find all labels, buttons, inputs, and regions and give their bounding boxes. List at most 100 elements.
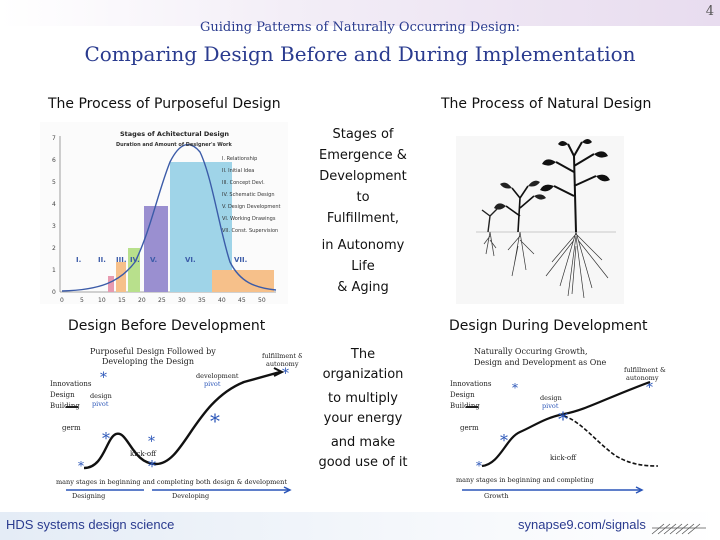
top-banner [0,0,720,26]
asterisk-icon: * [512,381,518,395]
stage-label: VII. [234,256,247,264]
asterisk-icon: * [558,407,568,431]
footer-bar [0,512,720,540]
sketch-title-line1: Naturally Occuring Growth, [474,347,588,356]
design-pivot-label: design [540,394,562,402]
y-tick: 0 [52,289,56,296]
growth-curve [481,380,651,468]
y-tick: 2 [52,245,56,252]
stage-label: I. [76,256,81,264]
x-tick: 10 [98,297,106,304]
asterisk-icon: * [476,459,482,473]
stages-chart-title: Stages of Achitectural Design [120,130,229,138]
x-tick: 25 [158,297,166,304]
x-tick: 35 [198,297,206,304]
legend-item: I. Relationship [222,156,257,162]
left-column-heading: The Process of Purposeful Design [48,96,281,112]
design-label: Design [450,391,475,399]
design-label: Design [50,391,75,399]
middle-line: to [356,190,370,205]
stages-note: many stages in beginning and completing [456,476,594,484]
plant-growth-image [456,136,624,304]
middle-line: to multiply [328,391,398,406]
innovations-label: Innovations [50,380,92,388]
dev-pivot-label2: pivot [204,380,221,388]
asterisk-icon: * [282,366,289,382]
footer-link[interactable]: synapse9.com/signals [518,517,646,532]
developing-label: Developing [172,492,209,500]
asterisk-icon: * [100,370,107,386]
x-tick: 50 [258,297,266,304]
innovations-label: Innovations [450,380,492,388]
building-label: Building [50,402,80,410]
x-tick: 30 [178,297,186,304]
middle-text-bottom: The organization to multiply your energy… [310,345,416,473]
middle-line: Emergence & [319,148,407,163]
middle-line: Fulfillment, [326,211,400,226]
kickoff-label: kick-off [550,454,577,462]
stages-chart-image: 0 1 2 3 4 5 6 7 Stages of Achitectural D… [40,122,288,304]
middle-line: & Aging [337,280,389,295]
middle-line: The [350,347,376,362]
stage-bar [116,262,126,292]
middle-text-top: Stages of Emergence & Development to Ful… [310,124,416,229]
building-label: Building [450,402,480,410]
sketch-title-line2: Design and Development as One [474,358,606,367]
middle-line: organization [322,367,404,382]
legend-item: II. Initial Idea [222,168,254,174]
work-curve [61,143,277,292]
natural-design-sketch: Naturally Occuring Growth, Design and De… [446,342,682,504]
stage-label: II. [98,256,106,264]
right-caption: Design During Development [449,318,648,334]
middle-line: in Autonomy [321,238,405,253]
legend-item: III. Concept Devl. [222,180,265,186]
asterisk-icon: * [646,380,653,396]
pivot-label: pivot [542,402,559,410]
y-tick: 4 [52,201,56,208]
purposeful-design-sketch: Purposeful Design Followed by Developing… [44,342,304,504]
germ-label: germ [62,424,81,432]
asterisk-icon: * [102,429,110,448]
middle-line: and make [330,435,396,450]
middle-text-mid: in Autonomy Life & Aging [310,235,416,298]
slide-subtitle: Guiding Patterns of Naturally Occurring … [200,20,520,35]
stages-note: many stages in beginning and completing … [56,478,287,486]
fulfillment-label: fulfillment & [262,352,302,360]
asterisk-icon: * [148,434,155,450]
stages-chart-subtitle: Duration and Amount of Designer's Work [116,142,232,148]
legend-item: VII. Const. Supervision [222,228,278,234]
stage-label: IV. [130,256,140,264]
x-tick: 5 [80,297,84,304]
pivot-label: pivot [92,400,109,408]
asterisk-icon: * [500,431,508,450]
fulfillment-label: fulfillment & [624,366,666,374]
kickoff-label: kick-off [130,450,157,458]
design-pivot-label: design [90,392,112,400]
right-column-heading: The Process of Natural Design [441,96,652,112]
y-tick: 5 [52,179,56,186]
stage-label: V. [150,256,157,264]
middle-line: Life [351,259,375,274]
sketch-title-line1: Purposeful Design Followed by [90,347,216,356]
y-tick: 1 [52,267,56,274]
stage-label: VI. [185,256,196,264]
stage-bar [108,276,114,292]
x-tick: 45 [238,297,246,304]
legend-item: V. Design Development [222,204,281,210]
middle-line: Development [319,169,407,184]
dev-pivot-label: development [196,372,239,380]
germ-label: germ [460,424,479,432]
x-tick: 0 [60,297,64,304]
growth-label: Growth [484,492,509,500]
designing-label: Designing [72,492,105,500]
stage-bar [144,206,168,292]
autonomy-label: autonomy [266,360,299,368]
autonomy-label: autonomy [626,374,659,382]
footer-brand: HDS systems design science [6,517,175,532]
stage-label: III. [116,256,126,264]
y-tick: 7 [52,135,56,142]
slide-title: Comparing Design Before and During Imple… [84,42,636,66]
x-tick: 20 [138,297,146,304]
middle-line: Stages of [332,127,394,142]
y-tick: 6 [52,157,56,164]
